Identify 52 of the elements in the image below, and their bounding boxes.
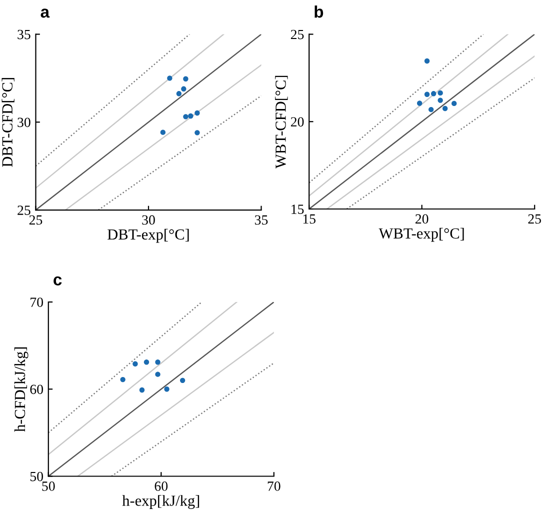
y-tick-label: 25 [18,206,30,215]
point [176,91,182,96]
y-tick-label: 70 [30,298,44,307]
point [167,76,172,81]
point [194,110,200,116]
y-axis-title: WBT-CFD[°C] [275,76,288,169]
x-tick-label: 15 [303,214,316,224]
point [194,130,200,136]
point [424,92,430,97]
y-tick-label: 25 [290,30,304,40]
point [188,113,194,119]
y-tick-label: 60 [30,384,44,394]
chart-title: b [314,5,324,18]
x-axis-title: DBT-exp[°C] [108,228,189,243]
x-axis-title: h-exp[kJ/kg] [122,495,200,509]
point [428,106,434,112]
y-axis-title: DBT-CFD[°C] [2,78,14,167]
y-tick-label: 20 [290,117,304,127]
point [430,91,436,96]
point [164,386,170,392]
point [438,90,443,96]
point [183,114,188,120]
x-tick-label: 70 [268,482,280,491]
point [180,378,186,384]
point [144,360,150,365]
point [155,360,160,365]
y-tick-label: 15 [292,204,304,214]
point [451,100,457,106]
point [155,372,160,377]
x-axis-title: WBT-exp[°C] [378,228,464,242]
x-tick-label: 25 [528,214,541,224]
point [132,361,138,366]
point [181,86,186,92]
point [120,376,126,382]
chart-title: c [54,276,62,286]
x-tick-label: 30 [142,215,155,225]
y-tick-label: 30 [18,118,30,128]
point [416,100,422,106]
point [160,130,166,135]
point [424,58,430,64]
y-tick-label: 35 [18,30,30,40]
x-tick-label: 35 [254,215,268,225]
y-tick-label: 50 [30,472,44,482]
chart-title: a [40,8,50,18]
x-tick-label: 20 [416,214,428,224]
x-tick-label: 50 [42,482,55,491]
point [183,76,188,82]
point [139,387,145,393]
point [438,98,443,103]
x-tick-label: 60 [154,482,168,491]
y-axis-title: h-CFD[kJ/kg] [14,347,28,432]
point [442,106,448,112]
